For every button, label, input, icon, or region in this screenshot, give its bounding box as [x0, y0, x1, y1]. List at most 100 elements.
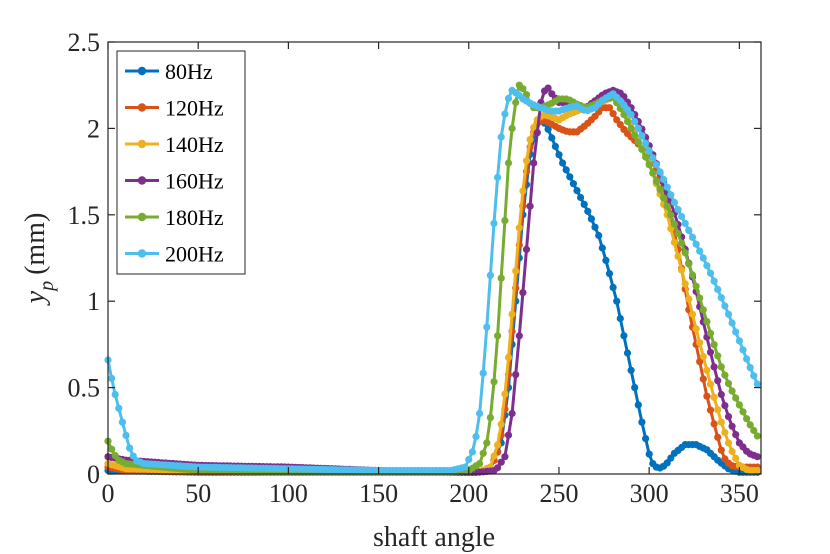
data-point-180Hz-166: [703, 318, 711, 326]
data-point-120Hz-169: [714, 433, 722, 441]
data-point-180Hz-151: [649, 169, 657, 177]
data-point-140Hz-171: [721, 428, 729, 437]
data-point-180Hz-106: [486, 414, 494, 422]
data-point-180Hz-104: [479, 449, 487, 457]
data-point-140Hz-172: [724, 439, 733, 447]
data-point-140Hz-165: [699, 352, 707, 361]
data-point-80Hz-134: [587, 215, 596, 223]
data-point-140Hz-107: [490, 452, 498, 460]
data-point-80Hz-139: [605, 270, 614, 278]
data-point-200Hz-175: [735, 337, 744, 345]
data-point-160Hz-118: [530, 159, 538, 167]
data-point-80Hz-144: [623, 349, 632, 357]
data-point-200Hz-180: [753, 380, 762, 388]
y-tick-label-4: 2: [87, 114, 100, 143]
data-point-200Hz-176: [739, 346, 747, 354]
data-point-200Hz-146: [631, 117, 639, 126]
data-point-200Hz-165: [699, 254, 707, 262]
data-point-200Hz-163: [692, 240, 700, 248]
data-point-180Hz-175: [735, 401, 744, 409]
data-point-180Hz-154: [660, 194, 668, 202]
data-point-140Hz-113: [512, 267, 520, 275]
data-point-140Hz-163: [692, 325, 700, 333]
data-point-200Hz-166: [703, 262, 711, 270]
data-point-200Hz-158: [674, 206, 682, 214]
data-point-80Hz-143: [620, 332, 628, 340]
data-point-120Hz-167: [706, 406, 715, 414]
data-point-180Hz-164: [696, 294, 704, 302]
data-point-180Hz-180: [753, 432, 762, 440]
data-point-120Hz-166: [703, 392, 711, 400]
data-point-180Hz-1: [108, 445, 116, 453]
legend-item-140Hz: 140Hz: [125, 132, 224, 157]
data-point-200Hz-105: [483, 323, 491, 331]
data-point-180Hz-178: [746, 421, 754, 429]
data-point-80Hz-138: [602, 256, 610, 264]
data-point-140Hz-112: [508, 310, 516, 318]
data-point-200Hz-109: [497, 133, 505, 141]
data-point-120Hz-164: [696, 358, 704, 366]
data-point-200Hz-4: [118, 418, 126, 426]
x-tick-label-250: 250: [539, 479, 578, 508]
data-point-180Hz-168: [710, 341, 718, 349]
y-tick-label-2: 1: [87, 287, 100, 316]
data-point-120Hz-165: [699, 375, 707, 383]
data-point-80Hz-126: [559, 159, 567, 167]
data-point-80Hz-140: [609, 283, 617, 291]
data-point-140Hz-160: [681, 280, 689, 288]
data-point-80Hz-145: [627, 366, 635, 374]
data-point-80Hz-146: [631, 384, 639, 392]
data-point-80Hz-131: [577, 193, 585, 202]
data-point-120Hz-168: [710, 420, 718, 428]
legend-marker-120Hz: [137, 103, 147, 112]
data-point-80Hz-148: [638, 418, 646, 426]
legend-item-120Hz: 120Hz: [125, 96, 224, 121]
data-point-140Hz-111: [504, 353, 513, 361]
data-point-140Hz-118: [530, 123, 538, 132]
data-point-80Hz-125: [555, 151, 563, 159]
data-point-140Hz-161: [685, 295, 693, 303]
data-point-80Hz-150: [645, 450, 653, 458]
x-tick-label-50: 50: [185, 479, 211, 508]
data-point-80Hz-137: [598, 244, 606, 252]
data-point-180Hz-177: [743, 415, 751, 423]
data-point-140Hz-108: [494, 441, 502, 449]
data-point-80Hz-147: [634, 401, 642, 409]
data-point-80Hz-142: [616, 314, 624, 323]
x-axis-title: shaft angle: [373, 522, 495, 553]
data-point-160Hz-117: [526, 202, 534, 210]
data-point-160Hz-171: [721, 402, 729, 410]
data-point-140Hz-180: [753, 466, 762, 475]
data-point-140Hz-169: [714, 406, 722, 414]
data-point-200Hz-111: [504, 94, 513, 102]
data-point-200Hz-164: [696, 247, 704, 255]
data-point-160Hz-109: [497, 458, 505, 466]
data-point-140Hz-166: [703, 366, 711, 374]
data-point-180Hz-165: [699, 306, 707, 314]
x-tick-label-150: 150: [359, 479, 398, 508]
data-point-180Hz-115: [519, 85, 527, 93]
y-axis-title-sub: p: [36, 281, 58, 293]
data-point-200Hz-149: [642, 139, 650, 147]
data-point-200Hz-177: [743, 355, 751, 363]
data-point-200Hz-153: [656, 168, 664, 176]
data-point-180Hz-152: [652, 177, 661, 185]
data-point-180Hz-161: [685, 260, 693, 268]
data-point-160Hz-122: [544, 84, 552, 92]
data-point-200Hz-108: [494, 173, 502, 181]
data-point-160Hz-111: [504, 431, 513, 439]
data-point-160Hz-168: [710, 363, 718, 371]
data-point-180Hz-155: [663, 202, 671, 210]
data-point-180Hz-176: [739, 408, 747, 416]
data-point-160Hz-108: [494, 464, 502, 472]
data-point-120Hz-139: [605, 104, 614, 112]
data-point-180Hz-172: [724, 379, 733, 388]
data-point-80Hz-122: [544, 125, 552, 133]
data-point-200Hz-2: [111, 390, 119, 399]
data-point-200Hz-145: [627, 111, 635, 119]
data-point-200Hz-159: [678, 212, 686, 221]
data-point-200Hz-5: [122, 431, 130, 439]
x-tick-label-200: 200: [449, 479, 488, 508]
x-tick-label-350: 350: [720, 479, 759, 508]
